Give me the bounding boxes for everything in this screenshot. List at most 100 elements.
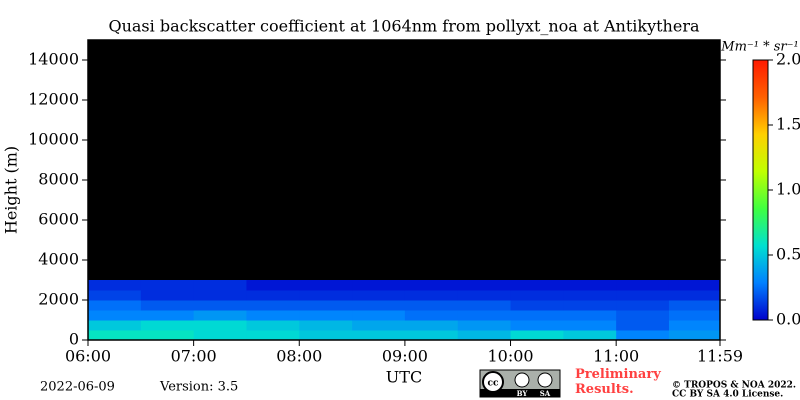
heat-cell xyxy=(404,320,459,331)
heat-cell xyxy=(352,330,406,341)
heat-cell xyxy=(510,290,564,301)
y-tick-label: 6000 xyxy=(38,210,79,229)
heat-cell xyxy=(563,320,617,331)
heat-cell xyxy=(88,310,142,321)
heat-cell xyxy=(299,320,353,331)
plot-frame xyxy=(87,39,721,341)
heat-cell xyxy=(140,300,195,311)
x-tick-label: 11:00 xyxy=(593,347,639,366)
y-axis-label: Height (m) xyxy=(2,146,21,234)
heat-cell xyxy=(88,300,142,311)
heat-cell xyxy=(404,290,459,301)
heat-cell xyxy=(246,290,300,301)
y-tick-label: 0 xyxy=(69,330,79,349)
heat-cell xyxy=(352,280,406,291)
heat-cell xyxy=(510,280,564,291)
x-tick-label: 08:00 xyxy=(276,347,322,366)
heat-cell xyxy=(616,300,670,311)
chart-title: Quasi backscatter coefficient at 1064nm … xyxy=(108,17,700,36)
heat-cell xyxy=(140,280,195,291)
heat-cell xyxy=(616,290,670,301)
heat-cell xyxy=(352,310,406,321)
version: Version: 3.5 xyxy=(159,380,238,395)
heat-cell xyxy=(193,280,247,291)
heat-cell xyxy=(563,330,617,341)
heat-cell xyxy=(246,330,300,341)
heat-cell xyxy=(352,320,406,331)
heat-cell xyxy=(510,320,564,331)
notice: Preliminary Results. xyxy=(575,367,661,397)
heat-cell xyxy=(457,290,512,301)
y-tick-label: 8000 xyxy=(38,170,79,189)
heat-cell xyxy=(193,310,247,321)
y-tick-label: 10000 xyxy=(28,130,79,149)
badge-by: BY xyxy=(517,389,529,398)
y-tick-label: 12000 xyxy=(28,90,79,109)
heat-cell xyxy=(299,290,353,301)
heat-cell xyxy=(457,310,512,321)
x-tick-label: 10:00 xyxy=(487,347,533,366)
colorbar-tick-label: 0.5 xyxy=(776,245,800,264)
heat-cell xyxy=(140,310,195,321)
x-axis-label: UTC xyxy=(386,368,422,387)
heat-cell xyxy=(140,330,195,341)
heat-cell xyxy=(457,300,512,311)
heat-cell xyxy=(404,310,459,321)
notice-box: Preliminary Results. xyxy=(575,367,661,397)
heat-cell xyxy=(246,300,300,311)
heat-cell xyxy=(563,300,617,311)
x-tick-label: 06:00 xyxy=(65,347,111,366)
heat-cell xyxy=(193,320,247,331)
heat-cell xyxy=(299,300,353,311)
y-tick-label: 4000 xyxy=(38,250,79,269)
heat-cell xyxy=(616,330,670,341)
heat-cell xyxy=(510,300,564,311)
heat-cell xyxy=(352,300,406,311)
heat-cell xyxy=(246,320,300,331)
heat-cell xyxy=(404,300,459,311)
heat-cell xyxy=(668,290,721,301)
heat-cell xyxy=(563,290,617,301)
license: CC BY SA 4.0 License. xyxy=(672,390,783,400)
colorbar-tick-label: 1.0 xyxy=(776,180,800,199)
heat-cell xyxy=(668,330,721,341)
heat-cell xyxy=(668,280,721,291)
heat-cell xyxy=(246,310,300,321)
colorbar-tick-label: 1.5 xyxy=(776,115,800,134)
heat-cell xyxy=(563,310,617,321)
heat-cell xyxy=(510,330,564,341)
heat-cell xyxy=(299,280,353,291)
x-tick-label: 09:00 xyxy=(382,347,428,366)
colorbar-label: Mm⁻¹ * sr⁻¹ xyxy=(720,40,798,55)
heat-cell xyxy=(88,330,142,341)
heat-cell xyxy=(140,290,195,301)
heat-cell xyxy=(616,320,670,331)
heat-cell xyxy=(193,290,247,301)
heat-cell xyxy=(668,300,721,311)
y-tick-label: 14000 xyxy=(28,50,79,69)
heat-cell xyxy=(88,280,142,291)
y-tick-label: 2000 xyxy=(38,290,79,309)
heat-cell xyxy=(140,320,195,331)
heat-cell xyxy=(668,320,721,331)
heat-cell xyxy=(193,330,247,341)
x-tick-label: 11:59 xyxy=(697,347,743,366)
heat-cell xyxy=(193,300,247,311)
heat-cell xyxy=(299,310,353,321)
copyright: © TROPOS & NOA 2022. xyxy=(672,381,796,391)
heat-cell xyxy=(563,280,617,291)
heat-cell xyxy=(510,310,564,321)
heat-cell xyxy=(457,320,512,331)
colorbar-tick-label: 0.0 xyxy=(776,310,800,329)
heat-cell xyxy=(246,280,300,291)
heat-cell xyxy=(88,290,142,301)
heat-cell xyxy=(404,280,459,291)
badge-cc: cc xyxy=(488,379,499,389)
heat-cell xyxy=(299,330,353,341)
badge-sa: SA xyxy=(540,389,551,398)
heat-cell xyxy=(404,330,459,341)
heat-cell xyxy=(616,280,670,291)
heat-cell xyxy=(352,290,406,301)
heat-cell xyxy=(457,280,512,291)
